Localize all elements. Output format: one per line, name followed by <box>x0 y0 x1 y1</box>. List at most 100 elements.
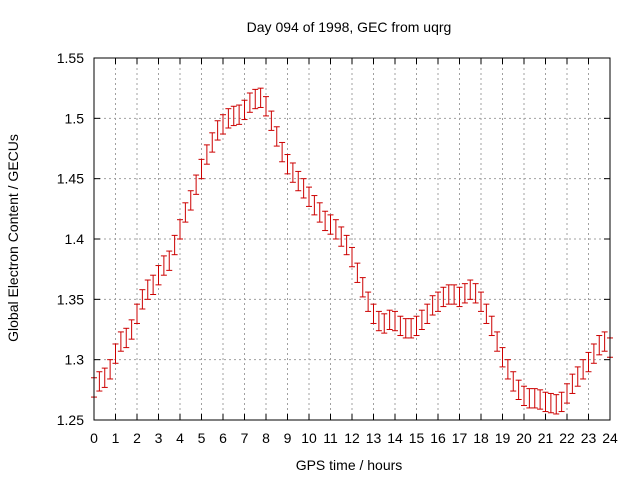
error-bar-point <box>209 132 216 153</box>
error-bar-point <box>144 279 151 300</box>
error-bar-point <box>483 303 490 324</box>
error-bar-point <box>139 289 146 310</box>
x-tick-label: 15 <box>409 430 425 446</box>
plot-frame <box>93 57 611 421</box>
error-bar-point <box>230 105 237 127</box>
error-bar-point <box>424 303 431 324</box>
error-bar-point <box>112 343 119 364</box>
error-bar-point <box>510 371 517 392</box>
error-bar-point <box>445 284 452 305</box>
error-bar-point <box>150 274 157 296</box>
error-bar-point <box>440 286 447 308</box>
x-tick-label: 19 <box>495 430 511 446</box>
error-bar-point <box>311 195 318 216</box>
x-tick-label: 1 <box>112 430 120 446</box>
x-axis-title: GPS time / hours <box>296 457 403 473</box>
error-bar-point <box>397 315 404 337</box>
x-tick-label: 8 <box>262 430 270 446</box>
error-bar-point <box>187 190 194 211</box>
x-tick-label: 3 <box>155 430 163 446</box>
x-tick-label: 0 <box>90 430 98 446</box>
error-bar-point <box>289 162 296 183</box>
error-bar-point <box>354 262 361 283</box>
error-bar-point <box>332 219 339 240</box>
x-tick-label: 16 <box>430 430 446 446</box>
error-bar-point <box>327 214 334 235</box>
x-tick-label: 2 <box>133 430 141 446</box>
error-bar-point <box>306 186 312 207</box>
y-ticks: 1.25 1.3 1.35 1.4 1.45 1.5 1.55 <box>57 50 610 428</box>
error-bar-point <box>537 389 544 410</box>
x-tick-label: 17 <box>452 430 468 446</box>
y-tick-label: 1.3 <box>65 352 85 368</box>
x-tick-label: 14 <box>387 430 403 446</box>
error-bar-point <box>531 388 538 409</box>
error-bar-point <box>564 383 570 404</box>
error-bar-point <box>117 331 124 352</box>
error-bar-point <box>580 359 587 380</box>
error-bar-point <box>526 388 533 409</box>
x-tick-label: 10 <box>301 430 317 446</box>
error-bar-point <box>456 286 463 308</box>
error-bar-point <box>365 291 372 312</box>
error-bars <box>91 87 613 415</box>
error-bar-point <box>553 394 560 415</box>
error-bar-point <box>203 144 210 165</box>
y-tick-label: 1.4 <box>65 231 85 247</box>
error-bar-point <box>182 202 189 223</box>
error-bar-point <box>558 391 565 413</box>
error-bar-point <box>451 284 458 305</box>
grid <box>94 58 610 420</box>
x-tick-label: 22 <box>559 430 575 446</box>
error-bar-point <box>515 379 522 400</box>
chart-title: Day 094 of 1998, GEC from uqrg <box>247 19 452 35</box>
error-bar-point <box>300 178 307 199</box>
error-bar-point <box>284 154 291 175</box>
error-bar-point <box>193 174 200 195</box>
x-tick-label: 9 <box>284 430 292 446</box>
x-tick-label: 24 <box>602 430 618 446</box>
error-bar-point <box>155 265 162 286</box>
error-bar-point <box>381 313 388 334</box>
error-bar-point <box>386 309 393 330</box>
y-tick-label: 1.5 <box>65 110 85 126</box>
error-bar-point <box>402 318 409 339</box>
error-bar-point <box>134 303 140 324</box>
x-tick-label: 21 <box>538 430 554 446</box>
error-bar-point <box>225 108 232 129</box>
error-bar-point <box>101 367 108 388</box>
x-ticks: 0 1 2 3 4 5 6 7 8 9 10 11 12 13 14 15 16 17 18 19 20 21 22 23 24 <box>90 58 618 446</box>
error-bar-point <box>177 219 183 240</box>
error-bar-point <box>418 309 425 330</box>
error-bar-point <box>472 283 479 304</box>
error-bar-point <box>590 343 597 364</box>
x-tick-label: 11 <box>323 430 338 446</box>
x-tick-label: 6 <box>219 430 227 446</box>
error-bar-point <box>338 226 345 247</box>
error-bar-point <box>295 170 302 192</box>
y-tick-label: 1.55 <box>57 50 84 66</box>
error-bar-point <box>467 279 474 300</box>
error-bar-point <box>359 277 366 298</box>
error-bar-point <box>279 141 286 163</box>
error-bar-point <box>268 110 275 131</box>
x-tick-label: 20 <box>516 430 532 446</box>
error-bar-point <box>198 158 205 180</box>
error-bar-point <box>107 359 114 380</box>
y-tick-label: 1.25 <box>57 412 84 428</box>
y-tick-label: 1.35 <box>57 291 84 307</box>
error-bar-point <box>413 315 420 337</box>
error-bar-point <box>273 126 280 147</box>
error-bar-point <box>504 359 511 380</box>
error-bar-point <box>478 291 484 312</box>
error-bar-point <box>585 351 592 373</box>
error-bar-point <box>263 96 269 117</box>
error-bar-point <box>461 283 468 304</box>
x-tick-label: 13 <box>366 430 382 446</box>
error-bar-point <box>429 295 436 316</box>
y-axis-title: Global Electron Content / GECUs <box>5 134 21 342</box>
x-tick-label: 7 <box>241 430 249 446</box>
error-bar-point <box>596 335 603 356</box>
y-tick-label: 1.45 <box>57 171 84 187</box>
